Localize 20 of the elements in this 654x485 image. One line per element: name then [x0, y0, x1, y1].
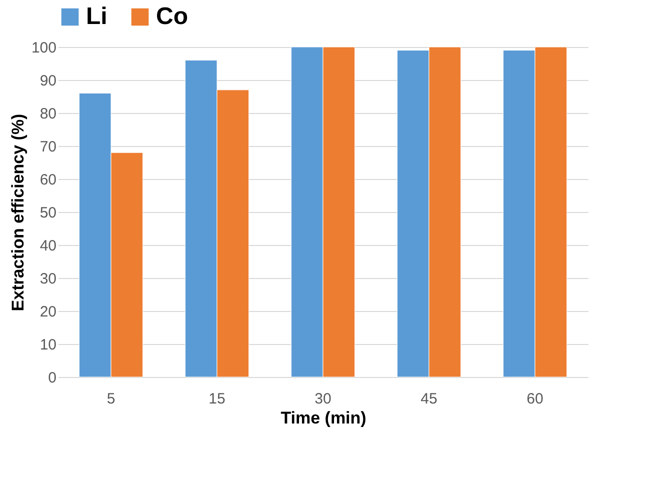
y-tick-label: 40: [40, 238, 56, 254]
legend-label: Li: [86, 3, 108, 30]
y-tick-label: 50: [40, 204, 56, 222]
x-tick-label: 30: [314, 390, 332, 408]
x-axis-title: Time (min): [280, 408, 366, 428]
x-tick-label: 5: [106, 390, 116, 408]
y-tick-label: 70: [40, 138, 56, 156]
y-axis-title: Extraction efficiency (%): [8, 114, 28, 312]
y-tick-label: 20: [40, 304, 56, 320]
y-tick-label: 10: [40, 336, 56, 354]
y-tick-label: 80: [40, 106, 56, 122]
y-tick-label: 0: [48, 370, 56, 386]
y-tick-label: 90: [40, 72, 56, 90]
legend-label: Co: [156, 3, 188, 30]
x-tick-label: 15: [208, 390, 226, 408]
x-tick-label: 60: [526, 390, 544, 408]
y-tick-label: 60: [40, 172, 56, 188]
y-tick-label: 30: [40, 270, 56, 288]
x-tick-label: 45: [420, 390, 438, 408]
y-tick-label: 100: [31, 40, 56, 56]
